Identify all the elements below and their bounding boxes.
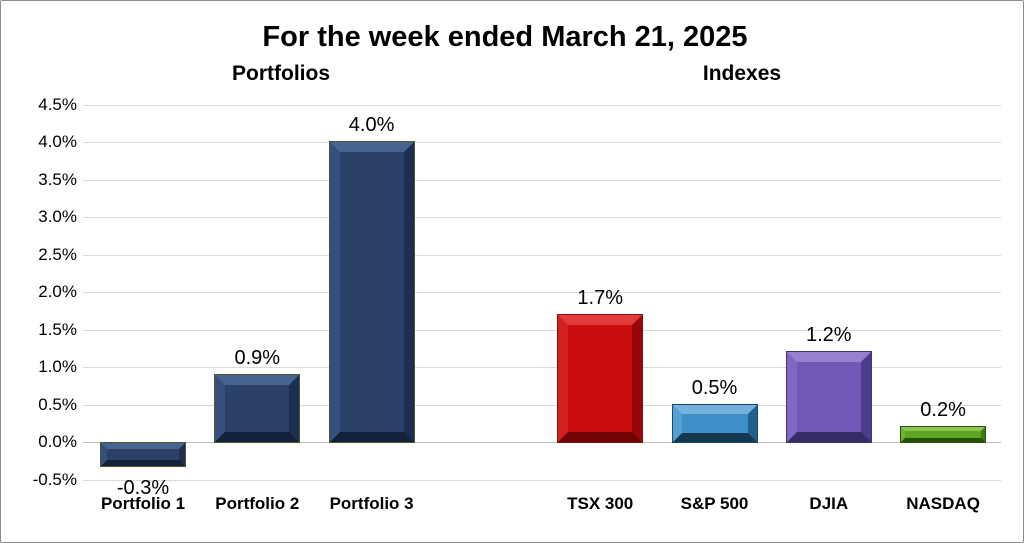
value-label-portfolio-3: 4.0% <box>348 114 395 136</box>
y-axis-tick-label: 0.0% <box>38 432 77 451</box>
zero-axis-line <box>83 442 1001 443</box>
y-axis-tick-label: 2.5% <box>38 244 77 264</box>
category-label-tsx-300: TSX 300 <box>567 494 634 513</box>
y-axis-tick-label: 1.5% <box>38 319 77 339</box>
y-axis-tick-label: 4.5% <box>38 94 77 114</box>
value-label-portfolio-1: -0.3% <box>116 476 170 499</box>
gridline <box>83 217 1001 218</box>
category-label-portfolio-3: Portfolio 3 <box>329 494 414 513</box>
category-label-djia: DJIA <box>809 494 849 513</box>
bar-portfolio-1 <box>101 443 185 466</box>
category-label-nasdaq: NASDAQ <box>906 494 980 513</box>
value-label-portfolio-2: 0.9% <box>234 346 281 369</box>
bar-djia <box>786 352 871 442</box>
gridline <box>83 179 1001 181</box>
value-label-djia: 1.2% <box>806 324 852 346</box>
bar-tsx-300 <box>558 314 643 442</box>
y-axis-tick-label: 1.0% <box>38 357 77 376</box>
value-label-nasdaq: 0.2% <box>920 399 966 421</box>
gridline <box>83 404 1001 406</box>
category-label-portfolio-2: Portfolio 2 <box>215 494 300 513</box>
category-label-portfolio-1: Portfolio 1 <box>100 494 186 513</box>
gridline <box>83 367 1001 368</box>
chart-title: For the week ended March 21, 2025 <box>262 21 748 53</box>
gridline <box>83 329 1001 331</box>
gridline <box>83 254 1001 256</box>
group-label-indexes: Indexes <box>702 62 782 85</box>
gridline <box>83 479 1001 481</box>
y-axis-tick-label: 4.0% <box>38 132 77 151</box>
gridline <box>83 142 1001 143</box>
bar-portfolio-2 <box>215 374 300 442</box>
y-axis-tick-label: 3.0% <box>38 207 77 226</box>
gridline <box>83 104 1001 106</box>
category-label-s-p-500: S&P 500 <box>680 494 749 513</box>
y-axis-tick-label: 2.0% <box>38 282 77 301</box>
value-label-s-p-500: 0.5% <box>691 376 738 399</box>
y-axis-tick-label: -0.5% <box>32 469 77 489</box>
bar-nasdaq <box>901 427 986 442</box>
value-label-tsx-300: 1.7% <box>577 286 623 309</box>
bar-s-p-500 <box>672 404 757 442</box>
group-label-portfolios: Portfolios <box>232 62 330 85</box>
bar-portfolio-3 <box>329 142 414 442</box>
y-axis-tick-label: 0.5% <box>38 394 77 414</box>
gridline <box>83 292 1001 293</box>
y-axis-tick-label: 3.5% <box>38 169 77 189</box>
